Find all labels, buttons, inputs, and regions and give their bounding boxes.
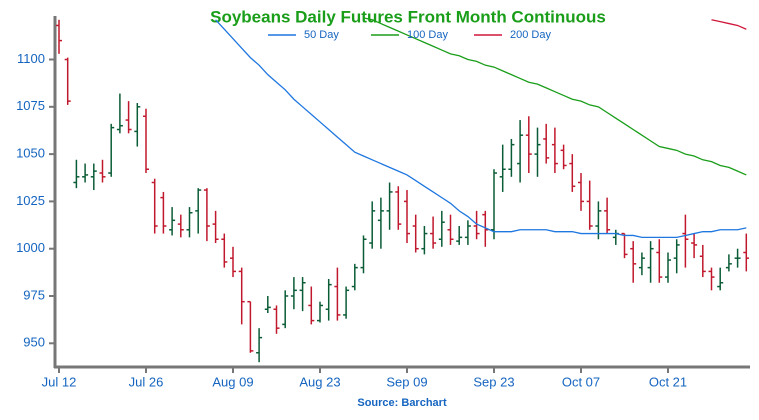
x-tick-label: Sep 09 bbox=[386, 374, 427, 389]
y-tick-label: 975 bbox=[23, 287, 45, 302]
y-tick-label: 1050 bbox=[16, 146, 45, 161]
y-tick-label: 1075 bbox=[16, 98, 45, 113]
x-tick-label: Oct 21 bbox=[649, 374, 687, 389]
x-tick-label: Aug 23 bbox=[299, 374, 340, 389]
y-tick-label: 1100 bbox=[17, 51, 45, 66]
y-tick-label: 950 bbox=[23, 335, 45, 350]
x-tick-label: Jul 26 bbox=[129, 374, 164, 389]
legend-label: 50 Day bbox=[304, 29, 339, 41]
x-tick-label: Sep 23 bbox=[473, 374, 514, 389]
x-tick-label: Jul 12 bbox=[42, 374, 77, 389]
x-tick-label: Oct 07 bbox=[562, 374, 600, 389]
plot bbox=[56, 17, 749, 363]
source: Source: Barchart bbox=[357, 397, 447, 409]
ma-line bbox=[363, 17, 747, 176]
x-tick-label: Aug 09 bbox=[212, 374, 253, 389]
y-tick-label: 1000 bbox=[16, 240, 45, 255]
legend-label: 100 Day bbox=[407, 29, 448, 41]
ma-line bbox=[215, 19, 747, 239]
y-tick-label: 1025 bbox=[16, 193, 45, 208]
chart-title: Soybeans Daily Futures Front Month Conti… bbox=[210, 7, 606, 26]
legend-label: 200 Day bbox=[510, 29, 551, 41]
ma-line bbox=[711, 19, 747, 30]
